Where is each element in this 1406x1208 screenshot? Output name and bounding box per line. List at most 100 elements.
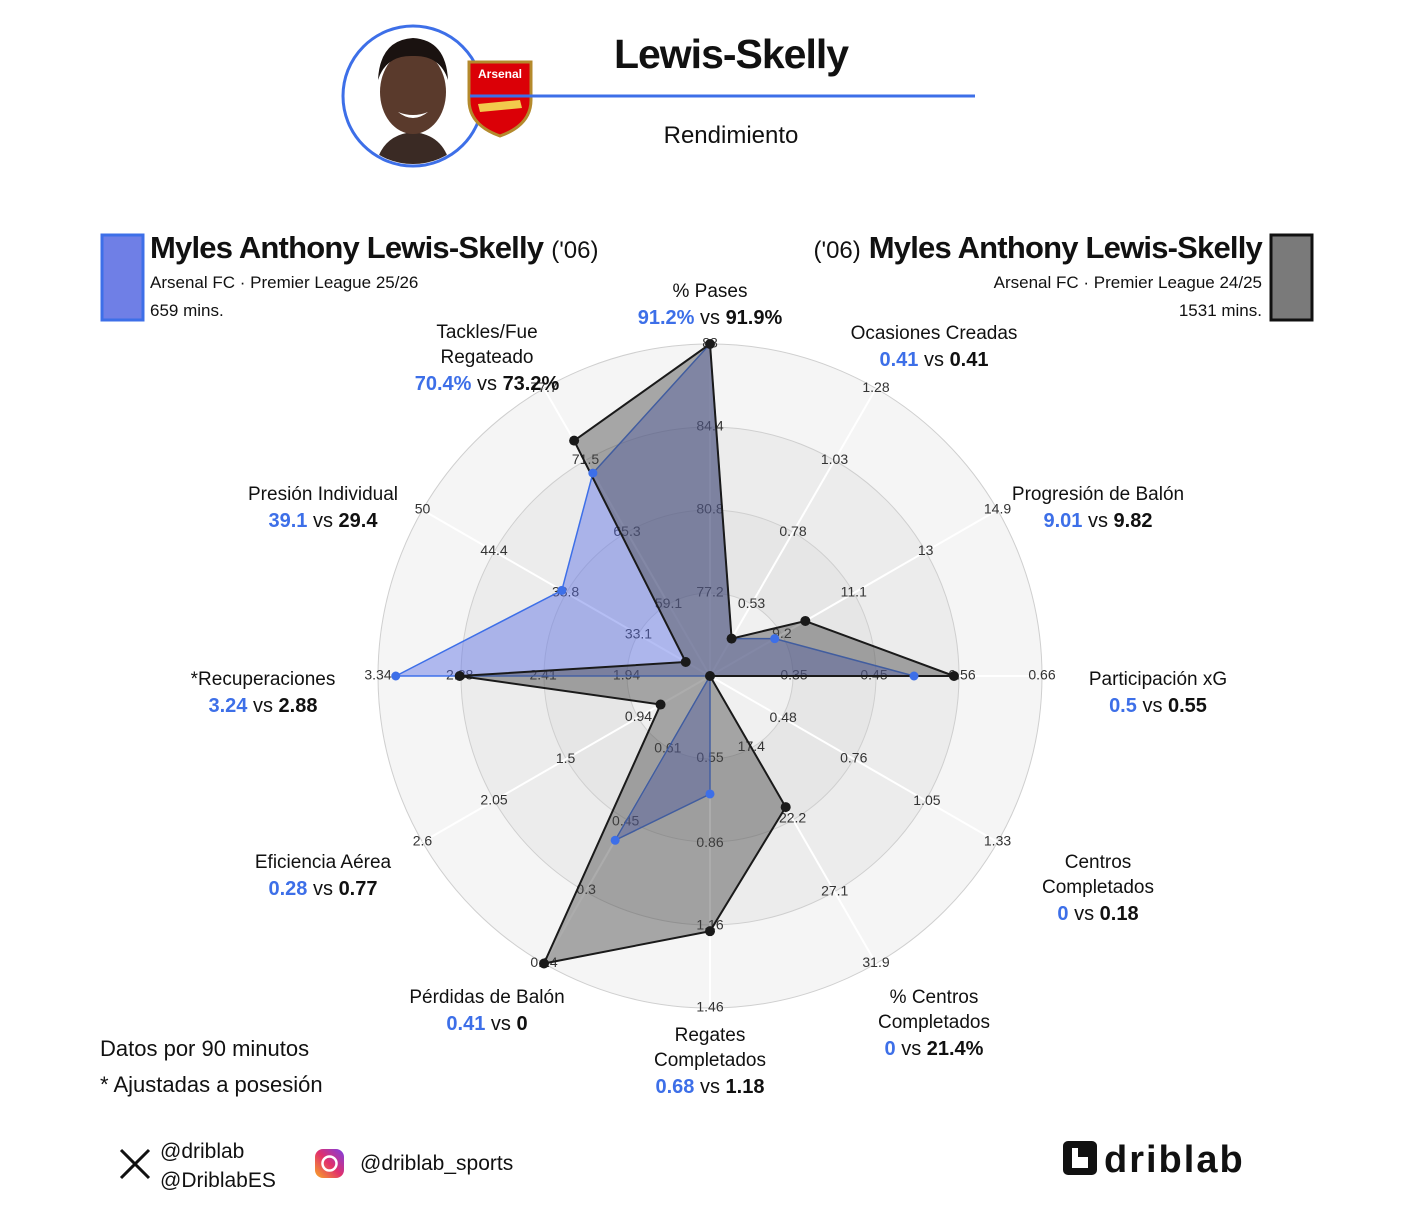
legend-born: ('06): [814, 237, 861, 264]
axis-name: Centros Completados: [1042, 852, 1154, 898]
tick-label: 0.86: [696, 834, 723, 850]
x-handle: @driblab: [160, 1140, 244, 1163]
axis-values: 0.68 vs 1.18: [654, 1073, 766, 1101]
tick-label: 80.8: [696, 501, 723, 517]
axis-name: Pérdidas de Balón: [409, 987, 565, 1008]
tick-label: 1.94: [613, 667, 640, 683]
legend-details: Arsenal FC · Premier League 24/25: [994, 273, 1262, 292]
value-label: 91.9%: [725, 307, 783, 329]
axis-values: 3.24 vs 2.88: [191, 692, 336, 720]
axis-name: Tackles/Fue Regateado: [436, 322, 538, 368]
axis-label: Progresión de Balón 9.01 vs 9.82: [1012, 482, 1184, 535]
instagram-icon-lens: [321, 1155, 338, 1172]
data-point: [770, 634, 780, 644]
axis-name: *Recuperaciones: [190, 669, 336, 690]
value-label: 2.88: [278, 695, 318, 717]
data-point: [726, 633, 737, 644]
legend-details: Arsenal FC · Premier League 25/26: [150, 273, 418, 292]
tick-label: 65.3: [613, 523, 640, 539]
vs-word: vs: [1074, 903, 1095, 925]
legend-minutes: 659 mins.: [150, 301, 224, 320]
tick-label: 0.53: [738, 595, 765, 611]
legend-name: Myles Anthony Lewis-Skelly: [869, 230, 1264, 265]
axis-label: *Recuperaciones 3.24 vs 2.88: [191, 667, 336, 720]
value-label: 0.41: [879, 349, 919, 371]
value-label: 0.55: [1168, 695, 1207, 717]
value-label: 0.41: [949, 349, 989, 371]
axis-values: 91.2% vs 91.9%: [638, 304, 783, 332]
tick-label: 1.5: [556, 750, 576, 766]
axis-label: Ocasiones Creadas 0.41 vs 0.41: [851, 321, 1018, 374]
data-point: [680, 656, 691, 667]
vs-word: vs: [477, 373, 497, 395]
vs-word: vs: [901, 1038, 922, 1060]
axis-label: Participación xG 0.5 vs 0.55: [1089, 667, 1227, 720]
tick-label: 1.03: [821, 451, 848, 467]
tick-label: 0.48: [770, 709, 797, 725]
tick-label: 0.66: [1028, 667, 1055, 683]
tick-label: 1.33: [984, 833, 1011, 849]
legend-name: Myles Anthony Lewis-Skelly: [150, 230, 545, 265]
tick-label: 3.34: [364, 667, 391, 683]
tick-label: 0.45: [860, 667, 887, 683]
spoke: [421, 509, 711, 677]
value-label: 70.4%: [414, 373, 472, 395]
value-label: 3.24: [208, 695, 248, 717]
data-point: [705, 339, 715, 349]
legend-swatch: [100, 233, 145, 322]
data-point: [391, 671, 401, 681]
series-area: [395, 342, 915, 843]
data-point: [705, 671, 715, 681]
value-label: 0.5: [1109, 695, 1137, 717]
logo: driblab: [1063, 1139, 1245, 1181]
axis-values: 70.4% vs 73.2%: [415, 370, 560, 398]
axis-name: % Centros Completados: [878, 987, 990, 1033]
spoke: [709, 509, 999, 677]
subtitle: Rendimiento: [664, 122, 799, 149]
value-label: 73.2%: [502, 373, 560, 395]
value-label: 0.68: [655, 1076, 695, 1098]
data-point: [610, 835, 620, 845]
data-point: [705, 789, 715, 799]
legend-swatch: [1269, 233, 1314, 322]
data-point: [909, 671, 919, 681]
axis-values: 0.41 vs 0.41: [851, 346, 1018, 374]
note: Datos por 90 minutos: [100, 1036, 309, 1061]
vs-word: vs: [700, 307, 720, 329]
value-label: 9.01: [1043, 510, 1083, 532]
instagram-icon: [315, 1149, 344, 1178]
tick-label: 31.9: [862, 954, 889, 970]
axis-name: Participación xG: [1088, 669, 1228, 690]
tick-label: 13: [918, 542, 934, 558]
vs-word: vs: [1087, 510, 1108, 532]
vs-word: vs: [313, 878, 333, 900]
value-label: 29.4: [338, 510, 378, 532]
axis-name: Regates Completados: [654, 1025, 766, 1071]
axis-name: Progresión de Balón: [1011, 484, 1185, 505]
axis-label: Tackles/Fue Regateado 70.4% vs 73.2%: [415, 320, 560, 398]
data-point: [705, 926, 715, 937]
vs-word: vs: [1142, 695, 1163, 717]
spoke: [709, 675, 999, 843]
value-label: 9.82: [1113, 510, 1153, 532]
value-label: 0.41: [446, 1013, 486, 1035]
axis-label: Regates Completados 0.68 vs 1.18: [654, 1023, 766, 1101]
axis-label: Pérdidas de Balón 0.41 vs 0: [409, 985, 564, 1038]
tick-label: 77.2: [696, 584, 723, 600]
axis-name: Presión Individual: [248, 484, 398, 505]
tick-label: 14.9: [984, 501, 1011, 517]
axis-label: % Centros Completados 0 vs 21.4%: [878, 985, 990, 1063]
vs-word: vs: [312, 510, 333, 532]
axis-values: 0.5 vs 0.55: [1089, 692, 1227, 720]
logo-text: driblab: [1104, 1139, 1245, 1181]
value-label: 0.28: [268, 878, 308, 900]
tick-label: 0.76: [840, 750, 867, 766]
data-point: [454, 671, 465, 681]
tick-label: 2.05: [480, 791, 507, 807]
axis-name: Ocasiones Creadas: [850, 323, 1018, 344]
axis-values: 39.1 vs 29.4: [248, 507, 398, 535]
axis-label: % Pases 91.2% vs 91.9%: [638, 279, 783, 332]
axis-label: Centros Completados 0 vs 0.18: [1042, 850, 1154, 928]
value-label: 0: [1057, 903, 1069, 925]
